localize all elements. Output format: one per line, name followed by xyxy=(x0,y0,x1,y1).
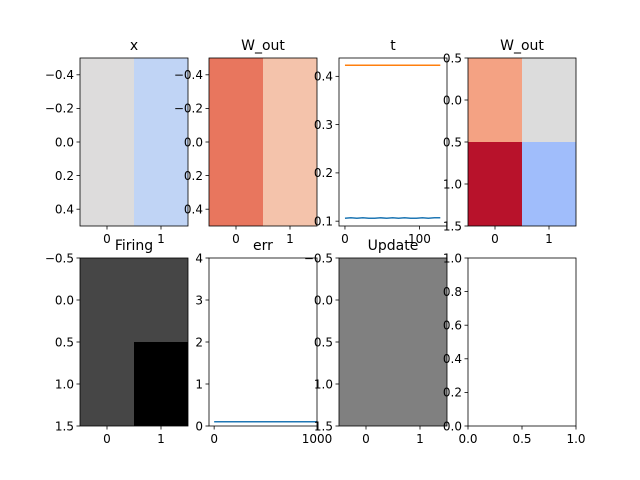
y-tick-label: 1 xyxy=(195,377,203,391)
y-tick-label: 0.2 xyxy=(314,166,333,180)
x-tick-label: 1 xyxy=(416,432,424,446)
subplot-title: Firing xyxy=(115,238,153,254)
heatmap-cell-r1-c0 xyxy=(339,342,393,426)
y-tick-label: 0.4 xyxy=(314,70,333,84)
subplot-3: 0 1 0.5 0.0 0.5 1.0 1.5 W_out xyxy=(443,38,577,246)
heatmap-cell-r0-c1 xyxy=(134,58,188,226)
y-tick-label: 1.0 xyxy=(443,251,462,265)
y-tick-label: 0.0 xyxy=(184,135,203,149)
y-tick-label: 0.2 xyxy=(184,169,203,183)
y-tick-label: −0.5 xyxy=(45,251,74,265)
y-tick-label: 1.0 xyxy=(314,377,333,391)
subplot-5: 0 1000 0 1 2 3 4 err xyxy=(195,238,332,446)
y-tick-label: 1.0 xyxy=(55,377,74,391)
subplot-6: 0 1 −0.5 0.0 0.5 1.0 1.5 Update xyxy=(304,238,448,446)
heatmap-cell-r0-c1 xyxy=(263,58,317,226)
y-tick-label: 0 xyxy=(195,419,203,433)
x-tick-label: 0 xyxy=(103,232,111,246)
y-tick-label: −0.4 xyxy=(174,68,203,82)
x-tick-label: 0 xyxy=(103,432,111,446)
subplot-2: 0 100 0.1 0.2 0.3 0.4 t xyxy=(314,38,448,246)
subplot-1: 0 1 −0.4 −0.2 0.0 0.2 0.4 W_out xyxy=(174,38,318,246)
x-tick-label: 0 xyxy=(232,232,240,246)
subplot-7: 0.0 0.5 1.0 0.0 0.2 0.4 0.6 0.8 1.0 xyxy=(443,251,586,446)
heatmap-cell-r1-c1 xyxy=(393,342,447,426)
y-tick-label: 0.5 xyxy=(443,135,462,149)
y-tick-label: 0.2 xyxy=(443,386,462,400)
y-tick-label: 0.0 xyxy=(55,135,74,149)
x-tick-label: 100 xyxy=(408,232,431,246)
x-tick-label: 0.5 xyxy=(512,432,531,446)
y-tick-label: 0.4 xyxy=(184,203,203,217)
subplot-title: t xyxy=(390,38,396,54)
subplot-title: W_out xyxy=(241,38,285,54)
y-tick-label: 1.0 xyxy=(443,177,462,191)
x-tick-label: 1000 xyxy=(302,432,333,446)
y-tick-label: −0.2 xyxy=(45,102,74,116)
y-tick-label: 0.6 xyxy=(443,319,462,333)
x-tick-label: 0 xyxy=(341,232,349,246)
heatmap-cell-r0-c0 xyxy=(80,258,134,342)
plot-area xyxy=(468,258,576,426)
y-tick-label: 2 xyxy=(195,335,203,349)
heatmap-cell-r1-c1 xyxy=(522,142,576,226)
y-tick-label: 0.5 xyxy=(55,335,74,349)
y-tick-label: 1.5 xyxy=(314,419,333,433)
y-tick-label: 1.5 xyxy=(55,419,74,433)
axis-frame xyxy=(338,57,448,227)
y-tick-label: −0.4 xyxy=(45,68,74,82)
x-tick-label: 1 xyxy=(157,432,165,446)
y-tick-label: 0.0 xyxy=(55,293,74,307)
y-tick-label: 0.4 xyxy=(55,203,74,217)
y-tick-label: 0.0 xyxy=(443,93,462,107)
x-tick-label: 1.0 xyxy=(566,432,585,446)
x-tick-label: 0 xyxy=(210,432,218,446)
heatmap-cell-r0-c0 xyxy=(339,258,393,342)
y-tick-label: −0.2 xyxy=(174,102,203,116)
subplot-4: 0 1 −0.5 0.0 0.5 1.0 1.5 Firing xyxy=(45,238,189,446)
y-tick-label: 0.8 xyxy=(443,285,462,299)
y-tick-label: 0.5 xyxy=(314,335,333,349)
y-tick-label: −0.5 xyxy=(304,251,333,265)
heatmap-cell-r0-c0 xyxy=(80,58,134,226)
x-tick-label: 0 xyxy=(491,232,499,246)
heatmap-cell-r1-c1 xyxy=(134,342,188,426)
y-tick-label: 0.4 xyxy=(443,352,462,366)
y-tick-label: 0.0 xyxy=(314,293,333,307)
plot-area xyxy=(209,258,317,426)
y-tick-label: 0.1 xyxy=(314,214,333,228)
subplot-title: W_out xyxy=(500,38,544,54)
heatmap-cell-r0-c1 xyxy=(393,258,447,342)
heatmap-cell-r0-c1 xyxy=(134,258,188,342)
x-tick-label: 0.0 xyxy=(458,432,477,446)
x-tick-label: 1 xyxy=(157,232,165,246)
heatmap-cell-r0-c1 xyxy=(522,58,576,142)
subplot-title: err xyxy=(253,238,273,254)
subplot-0: 0 1 −0.4 −0.2 0.0 0.2 0.4 x xyxy=(45,38,189,246)
y-tick-label: 0.5 xyxy=(443,51,462,65)
heatmap-cell-r0-c0 xyxy=(209,58,263,226)
subplot-title: Update xyxy=(368,238,419,254)
x-tick-label: 0 xyxy=(362,432,370,446)
subplot-title: x xyxy=(130,38,138,54)
x-tick-label: 1 xyxy=(286,232,294,246)
y-tick-label: 0.3 xyxy=(314,118,333,132)
heatmap-cell-r0-c0 xyxy=(468,58,522,142)
heatmap-cell-r1-c0 xyxy=(80,342,134,426)
heatmap-cell-r1-c0 xyxy=(468,142,522,226)
y-tick-label: 3 xyxy=(195,293,203,307)
y-tick-label: 0.2 xyxy=(55,169,74,183)
y-tick-label: 0.0 xyxy=(443,419,462,433)
x-tick-label: 1 xyxy=(545,232,553,246)
y-tick-label: 4 xyxy=(195,251,203,265)
plot-area xyxy=(339,58,447,226)
y-tick-label: 1.5 xyxy=(443,219,462,233)
